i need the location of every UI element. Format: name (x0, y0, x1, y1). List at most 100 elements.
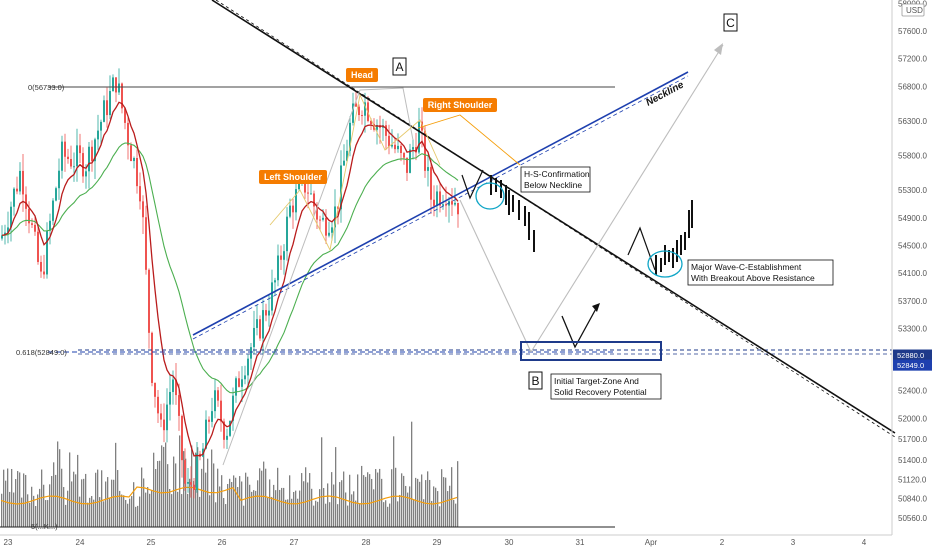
volume-bar (123, 495, 125, 527)
volume-bar (379, 468, 381, 527)
volume-bar (101, 470, 103, 527)
candle-body (133, 157, 135, 162)
volume-bar (307, 482, 309, 527)
candle (148, 268, 150, 349)
candle (73, 152, 75, 182)
wave-c-label-box (723, 13, 738, 32)
candle (19, 162, 21, 195)
candle-body (370, 120, 372, 125)
volume-bar (295, 490, 297, 527)
candle-body (340, 165, 342, 210)
volume-bar (235, 477, 237, 527)
volume-bar (193, 481, 195, 527)
volume-bar (177, 491, 179, 527)
price-tick: 57600.0 (898, 27, 927, 36)
candle-body (457, 202, 459, 215)
candle-body (178, 395, 180, 416)
candle (154, 382, 156, 408)
candle (385, 120, 387, 150)
volume-bar (195, 452, 197, 527)
volume-bar (423, 499, 425, 527)
volume-bar (97, 469, 99, 527)
candle-body (124, 108, 126, 123)
candle-body (19, 170, 21, 192)
candle-body (181, 415, 183, 461)
volume-bar (281, 487, 283, 527)
volume-bar (215, 502, 217, 527)
candle (67, 148, 69, 164)
candle (238, 371, 240, 388)
volume-bar (161, 445, 163, 527)
candle (139, 172, 141, 210)
volume-bar (383, 502, 385, 527)
candle (127, 117, 129, 160)
projected-bar (528, 212, 530, 240)
candle-body (211, 411, 213, 422)
candle-body (205, 419, 207, 449)
projected-bar (676, 240, 678, 262)
volume-bar (367, 472, 369, 527)
wave-c-note-line: Major Wave-C-Establishment (691, 262, 802, 272)
candle (193, 478, 195, 499)
candle-body (142, 201, 144, 218)
volume-bar (209, 495, 211, 527)
candle-body (298, 181, 300, 190)
volume-bar (9, 491, 11, 527)
volume-bar (237, 487, 239, 527)
price-tick: 53700.0 (898, 297, 927, 306)
candle (334, 189, 336, 244)
candle-body (322, 217, 324, 220)
resistance-line (211, 0, 896, 434)
volume-bar (77, 454, 79, 527)
candle (115, 77, 117, 103)
zigzag-sketch (627, 226, 656, 271)
volume-bar (419, 481, 421, 527)
volume-bar (19, 472, 21, 527)
volume-bar (43, 484, 45, 527)
candle-body (259, 319, 261, 339)
volume-bar (227, 483, 229, 527)
volume-bar (73, 471, 75, 527)
candle-body (412, 147, 414, 150)
candle-body (244, 375, 246, 380)
volume-bar (411, 421, 413, 527)
candle-body (163, 419, 165, 431)
volume-bar (263, 461, 265, 527)
volume-bar (333, 484, 335, 527)
candle-body (16, 188, 18, 192)
volume-bar (449, 485, 451, 527)
wave-c-note-box (687, 259, 834, 286)
projected-bar (684, 232, 686, 250)
volume-bar (171, 494, 173, 527)
candle-body (364, 102, 366, 116)
fib-level-label: 0(56733.0) (28, 83, 65, 92)
candle (277, 244, 279, 287)
candle-body (91, 146, 93, 162)
candle (388, 124, 390, 155)
price-flag-box (893, 359, 932, 371)
candle (76, 128, 78, 182)
volume-bar (293, 491, 295, 527)
candle-body (262, 310, 264, 339)
candle-body (454, 202, 456, 205)
volume-bar (127, 503, 129, 527)
volume-bar (21, 497, 23, 527)
volume-bar (159, 460, 161, 527)
candle (439, 183, 441, 213)
volume-bar (57, 441, 59, 527)
candle-body (121, 83, 123, 109)
candle-body (31, 223, 33, 225)
volume-bar (55, 474, 57, 527)
candle (208, 416, 210, 434)
candle-body (286, 216, 288, 252)
volume-bar (145, 492, 147, 527)
candle-body (190, 482, 192, 485)
projected-bar (672, 248, 674, 268)
candle (424, 125, 426, 178)
volume-bar (79, 496, 81, 527)
right-shoulder-label-text: Right Shoulder (428, 100, 493, 110)
candle-body (82, 153, 84, 177)
candle-body (277, 255, 279, 281)
